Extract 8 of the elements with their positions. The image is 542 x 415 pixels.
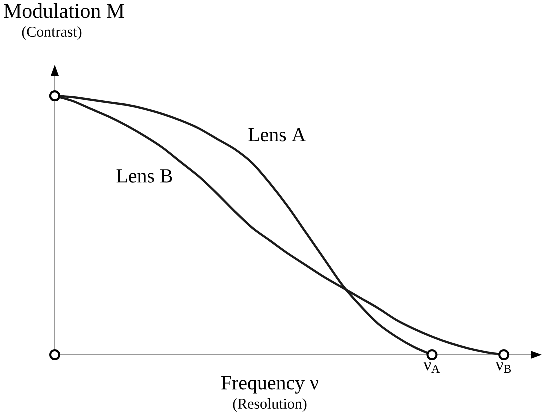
x-tick-label: ν$_{A}$ bbox=[424, 362, 440, 373]
x-axis-title: Frequency ν bbox=[222, 376, 319, 394]
y-axis-title: Modulation M bbox=[4, 4, 124, 18]
series-label: Lens A bbox=[248, 128, 306, 142]
text: (Resolution) bbox=[233, 398, 307, 412]
text: (Contrast) bbox=[22, 26, 82, 40]
series-label: Lens B bbox=[116, 170, 172, 183]
x-tick-label: ν$_{B}$ bbox=[496, 362, 512, 374]
